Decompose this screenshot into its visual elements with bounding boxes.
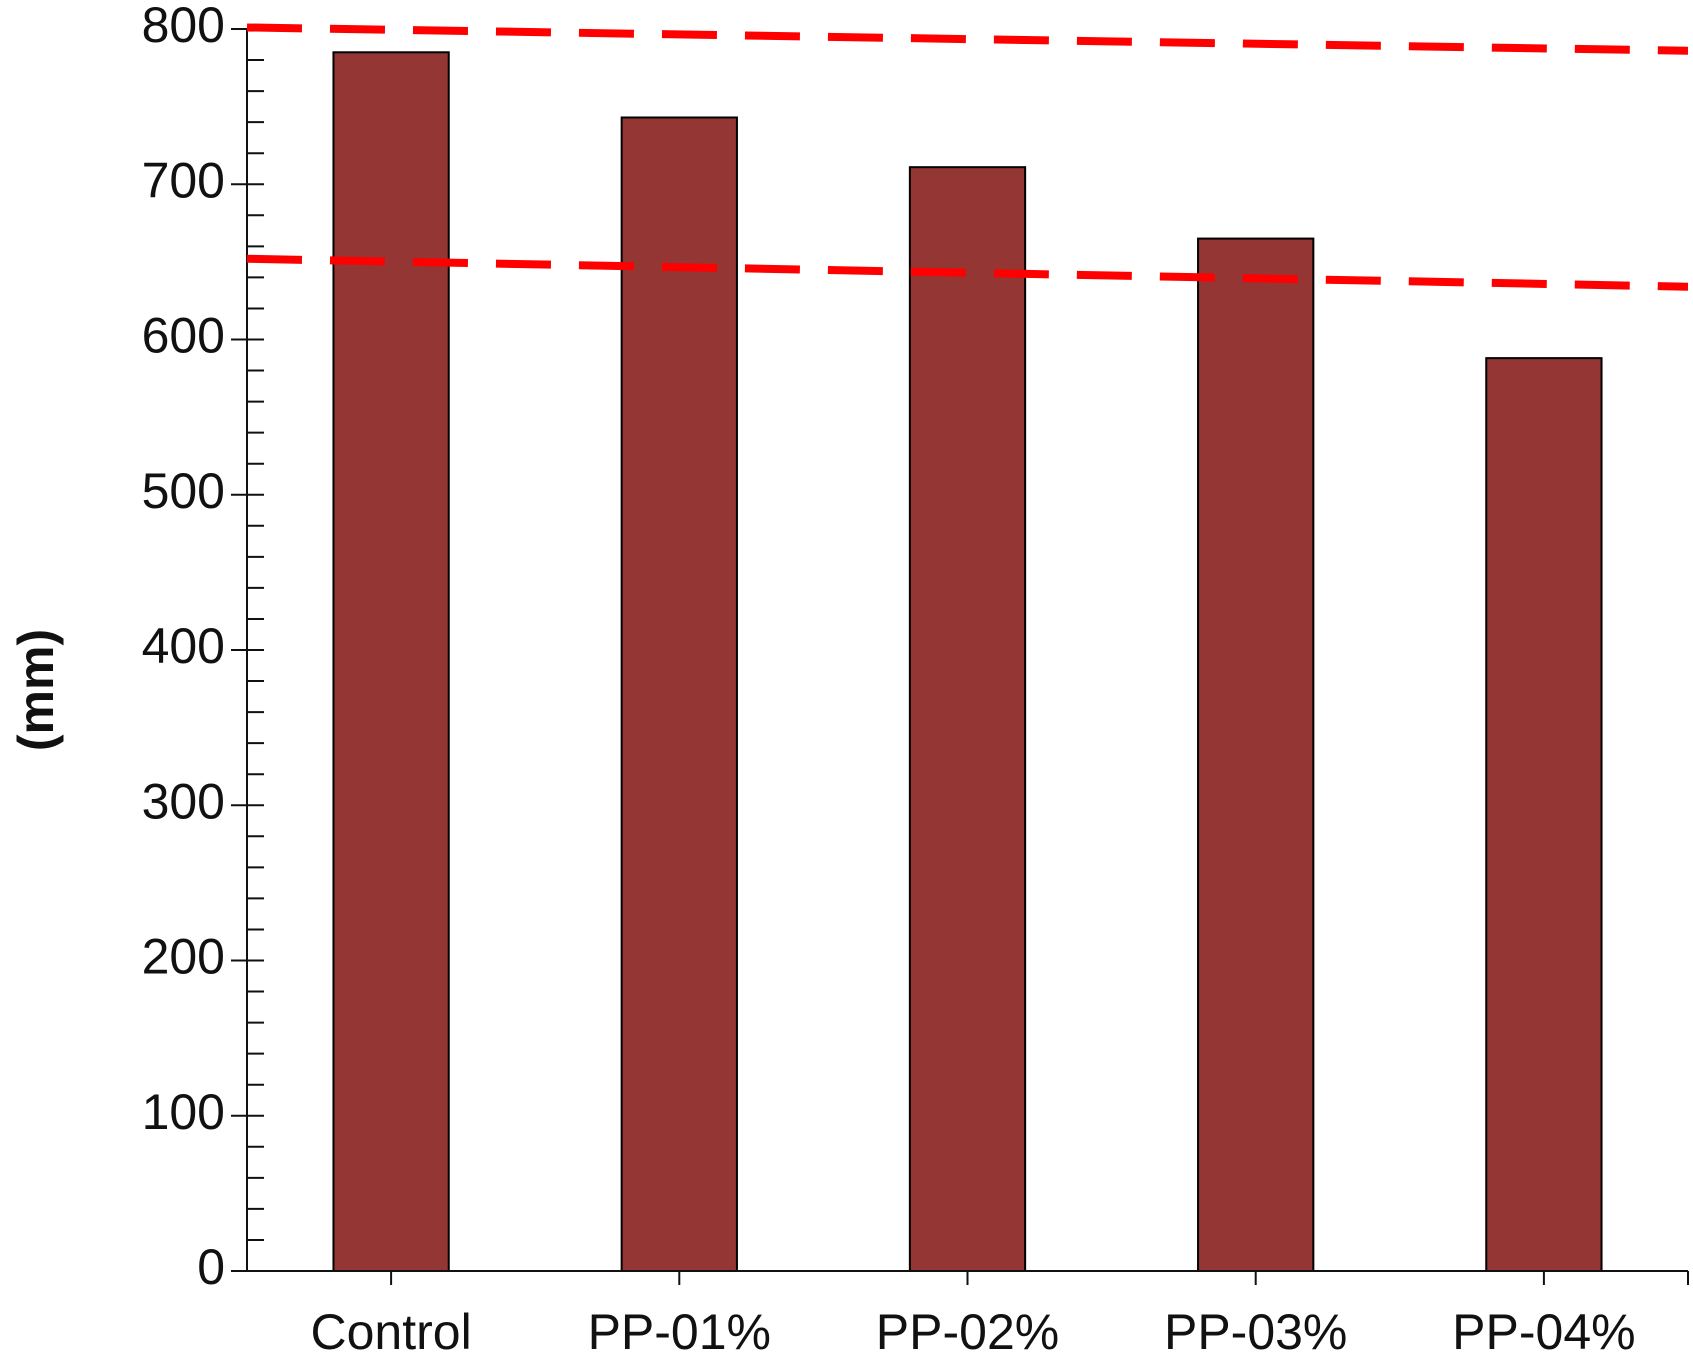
bar [332,51,450,1273]
y-axis-label: (mm) [8,629,64,751]
x-tick-label: PP-03% [1164,1304,1347,1359]
bar [908,166,1027,1273]
reference-line [246,254,1689,291]
bar [1485,357,1603,1272]
y-tick-label: 400 [142,618,225,674]
reference-line [246,23,1689,55]
y-tick-label: 600 [142,308,225,364]
y-tick-label: 800 [142,0,225,53]
y-tick-label: 200 [142,929,225,985]
y-tick-label: 700 [142,152,225,208]
bar [620,116,738,1272]
y-tick-label: 0 [197,1239,225,1295]
bar [1197,237,1315,1272]
x-tick-label: Control [311,1304,472,1359]
x-tick-label: PP-01% [588,1304,771,1359]
y-tick-label: 500 [142,463,225,519]
x-tick-label: PP-04% [1452,1304,1635,1359]
y-tick-label: 300 [142,773,225,829]
y-tick-label: 100 [142,1084,225,1140]
x-tick-label: PP-02% [876,1304,1059,1359]
